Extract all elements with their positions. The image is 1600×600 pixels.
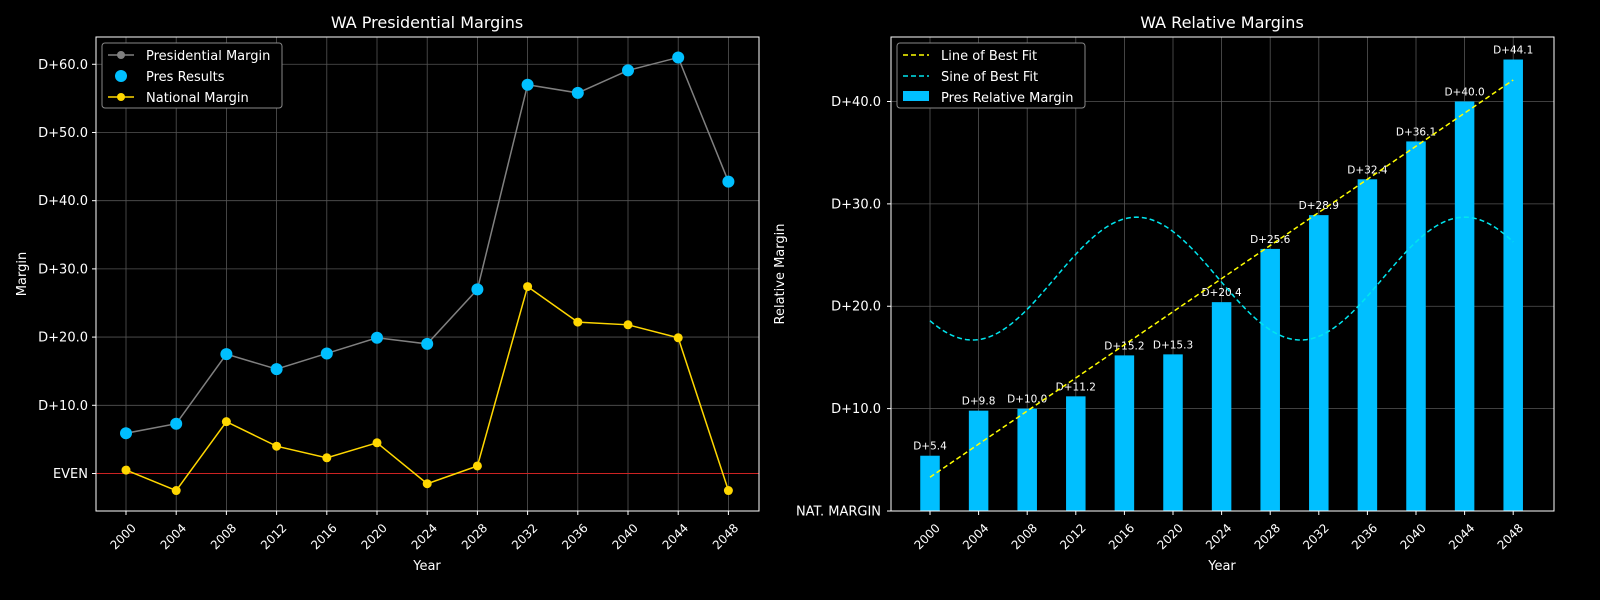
legend-pres-relative-margin-label: Pres Relative Margin: [941, 91, 1074, 106]
right-y-tick-label-40: D+40.0: [831, 95, 881, 110]
legend-pres-results-marker: [115, 70, 127, 82]
legend-pres-relative-margin-swatch: [903, 91, 929, 101]
right-y-axis-label: Relative Margin: [773, 224, 788, 325]
left-legend: Presidential Margin Pres Results Nationa…: [101, 42, 283, 109]
left-y-tick-label-10: D+10.0: [38, 399, 88, 414]
legend-national-margin-marker: [117, 93, 125, 101]
national-margin-point-2016: [322, 453, 332, 463]
left-y-tick-label-60: D+60.0: [38, 58, 88, 73]
pres-results-point-2020: [371, 331, 383, 344]
pres-relative-margin-bar-2020: [1163, 354, 1183, 511]
national-margin-point-2040: [623, 320, 633, 330]
pres-relative-margin-bar-2032: [1309, 215, 1329, 511]
pres-relative-margin-bar-2016: [1114, 355, 1135, 511]
sine-of-best-fit: [929, 216, 1514, 341]
left-y-tick-label-0: EVEN: [53, 467, 88, 482]
pres-results-point-2004: [170, 417, 183, 430]
national-margin-point-2032: [523, 282, 533, 292]
right-chart: WA Relative Margins 2000 2004 2008 2012 2016…: [773, 13, 1555, 574]
national-margin-point-2048: [723, 486, 733, 496]
right-series: D+5.4 D+9.8 D+10.0 D+11.2 D+15.2 D+15.3 D+20.4…: [913, 45, 1533, 512]
pres-results-point-2012: [270, 363, 283, 376]
legend-sine-of-best-fit-label: Sine of Best Fit: [941, 70, 1038, 85]
right-x-axis-label: Year: [1207, 559, 1236, 574]
left-y-ticks: EVEN D+10.0 D+20.0 D+30.0 D+40.0 D+50.0 D+60.0: [38, 58, 96, 482]
pres-relative-margin-bar-2048: [1503, 59, 1523, 512]
bar-data-label-2016: D+15.2: [1104, 340, 1144, 352]
right-plot-frame: [890, 36, 1555, 512]
national-margin-point-2044: [673, 333, 683, 343]
right-y-tick-label-20: D+20.0: [831, 300, 881, 315]
pres-results-point-2044: [672, 51, 685, 64]
pres-relative-margin-bar-2024: [1211, 302, 1232, 511]
left-y-axis-label: Margin: [15, 252, 30, 296]
pres-results-point-2016: [320, 347, 333, 360]
pres-relative-margin-bar-2040: [1406, 141, 1426, 511]
left-chart: WA Presidential Margins 2000 2004 2008 2012…: [15, 13, 760, 574]
national-margin-point-2012: [272, 441, 282, 451]
left-y-tick-label-30: D+30.0: [38, 262, 88, 277]
bar-data-label-2040: D+36.1: [1396, 126, 1436, 138]
pres-results-point-2024: [421, 337, 434, 350]
bar-data-label-2008: D+10.0: [1007, 394, 1047, 406]
legend-presidential-margin-label: Presidential Margin: [146, 49, 270, 64]
pres-results-point-2048: [722, 175, 735, 188]
left-x-axis-label: Year: [412, 559, 441, 574]
pres-relative-margin-bar-2000: [920, 455, 940, 511]
bar-data-label-2048: D+44.1: [1493, 45, 1533, 57]
right-y-tick-label-0: NAT. MARGIN: [796, 505, 881, 520]
bar-data-label-2024: D+20.4: [1201, 287, 1242, 299]
left-legend-box: [101, 42, 283, 109]
bar-data-label-2000: D+5.4: [913, 441, 947, 453]
national-margin-point-2008: [221, 417, 231, 427]
pres-results-point-2040: [622, 64, 634, 77]
left-plot-frame: [95, 36, 760, 512]
national-margin-point-2036: [573, 317, 583, 327]
left-y-tick-label-40: D+40.0: [38, 194, 88, 209]
bar-data-label-2020: D+15.3: [1153, 339, 1193, 351]
pres-results-point-2008: [220, 348, 233, 361]
right-legend-box: [896, 42, 1086, 109]
pres-relative-margin-bar-2036: [1357, 179, 1378, 512]
national-margin-point-2004: [171, 486, 181, 496]
national-margin-point-2028: [472, 461, 482, 471]
legend-line-of-best-fit-label: Line of Best Fit: [941, 49, 1037, 64]
bar-data-label-2028: D+25.6: [1250, 234, 1291, 246]
left-y-tick-label-20: D+20.0: [38, 331, 88, 346]
national-margin-point-2020: [372, 438, 382, 448]
bar-data-label-2012: D+11.2: [1056, 381, 1096, 393]
line-of-best-fit: [929, 79, 1514, 478]
pres-results-point-2000: [120, 427, 132, 440]
bar-data-label-2044: D+40.0: [1444, 86, 1484, 98]
left-grid: [96, 37, 759, 511]
national-margin-point-2000: [121, 465, 131, 475]
national-margin-point-2024: [422, 479, 432, 489]
right-y-ticks: NAT. MARGIN D+10.0 D+20.0 D+30.0 D+40.0: [796, 95, 891, 520]
pres-results-point-2036: [571, 86, 584, 99]
left-chart-title: WA Presidential Margins: [331, 13, 523, 32]
legend-pres-results-label: Pres Results: [146, 70, 225, 85]
bar-data-label-2004: D+9.8: [962, 396, 996, 408]
pres-results-point-2028: [471, 283, 484, 296]
pres-relative-margin-bar-2012: [1066, 396, 1086, 511]
pres-relative-margin-bar-2004: [968, 410, 989, 511]
bar-data-label-2032: D+28.9: [1299, 200, 1339, 212]
pres-results-point-2032: [521, 78, 534, 91]
legend-presidential-margin-marker: [117, 51, 125, 59]
pres-relative-margin-bar-2028: [1260, 248, 1280, 512]
pres-relative-margin-bar-2008: [1017, 408, 1037, 511]
right-y-tick-label-10: D+10.0: [831, 402, 881, 417]
legend-national-margin-label: National Margin: [146, 91, 249, 106]
pres-relative-margin-bar-2044: [1454, 101, 1475, 511]
bar-data-label-2036: D+32.4: [1347, 164, 1388, 176]
right-legend: Line of Best Fit Sine of Best Fit Pres R…: [896, 42, 1086, 109]
right-y-tick-label-30: D+30.0: [831, 197, 881, 212]
left-series: [96, 51, 759, 496]
left-y-tick-label-50: D+50.0: [38, 126, 88, 141]
right-chart-title: WA Relative Margins: [1140, 13, 1304, 32]
